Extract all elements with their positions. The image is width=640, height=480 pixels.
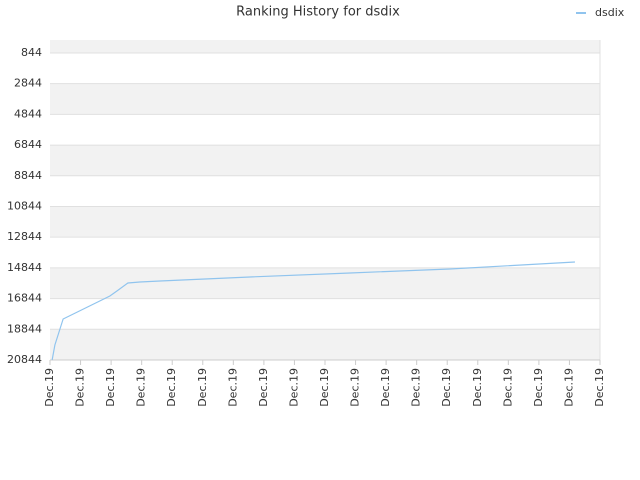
y-tick-label: 20844 (7, 353, 42, 366)
x-tick-label: Dec.19 (318, 368, 331, 407)
x-tick-label: Dec.19 (532, 368, 545, 407)
x-tick-label: Dec.19 (104, 368, 117, 407)
x-tick-label: Dec.19 (410, 368, 423, 407)
x-tick-label: Dec.19 (501, 368, 514, 407)
legend-label: dsdix (595, 6, 625, 19)
grid-band (50, 329, 600, 360)
y-tick-label: 8844 (14, 169, 42, 182)
y-tick-label: 12844 (7, 230, 42, 243)
grid-band (50, 145, 600, 176)
grid-band (50, 267, 600, 299)
grid-band (50, 83, 600, 115)
x-tick-label: Dec.19 (379, 368, 392, 407)
y-tick-label: 10844 (7, 199, 42, 212)
y-tick-label: 844 (21, 46, 42, 59)
y-tick-label: 4844 (14, 107, 42, 120)
y-tick-label: 2844 (14, 77, 42, 90)
grid-band (50, 40, 600, 53)
x-tick-label: Dec.19 (43, 368, 56, 407)
x-tick-label: Dec.19 (593, 368, 606, 407)
x-tick-label: Dec.19 (562, 368, 575, 407)
y-tick-label: 14844 (7, 261, 42, 274)
grid-band (50, 206, 600, 238)
x-tick-label: Dec.19 (196, 368, 209, 407)
y-tick-label: 18844 (7, 322, 42, 335)
x-tick-label: Dec.19 (165, 368, 178, 407)
x-tick-label: Dec.19 (440, 368, 453, 407)
x-tick-label: Dec.19 (349, 368, 362, 407)
y-tick-label: 16844 (7, 292, 42, 305)
x-tick-label: Dec.19 (226, 368, 239, 407)
data-line (51, 261, 575, 361)
y-tick-label: 6844 (14, 138, 42, 151)
x-tick-label: Dec.19 (257, 368, 270, 407)
chart-title: Ranking History for dsdix (236, 5, 400, 20)
x-tick-label: Dec.19 (74, 368, 87, 407)
x-tick-label: Dec.19 (135, 368, 148, 407)
x-tick-label: Dec.19 (471, 368, 484, 407)
x-tick-label: Dec.19 (287, 368, 300, 407)
